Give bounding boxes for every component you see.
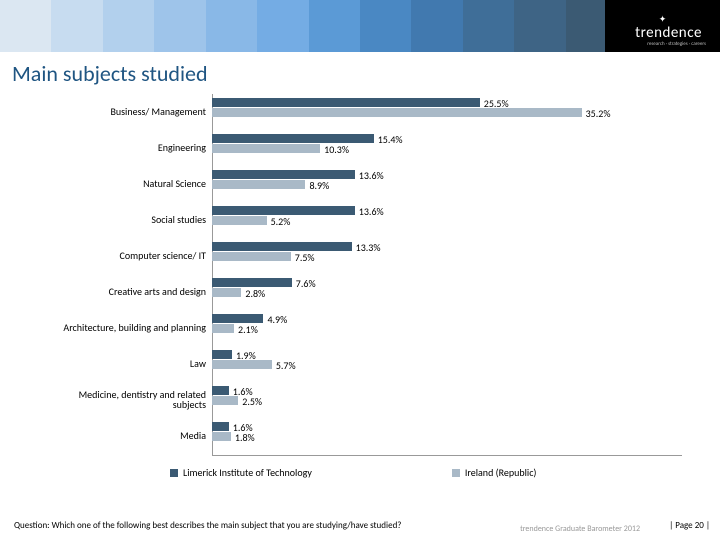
palette-swatch — [411, 0, 462, 52]
bar — [212, 396, 238, 405]
bar — [212, 324, 234, 333]
legend-item-1: Limerick Institute of Technology — [170, 466, 312, 479]
chart-row: Engineering15.4%10.3% — [62, 130, 682, 166]
value-label: 8.9% — [309, 179, 329, 192]
category-label: Natural Science — [58, 179, 206, 190]
bar — [212, 144, 320, 153]
value-label: 2.5% — [242, 395, 262, 408]
value-label: 13.3% — [356, 241, 381, 254]
page-title: Main subjects studied — [0, 52, 720, 87]
category-label: Engineering — [58, 143, 206, 154]
legend-swatch-2 — [452, 469, 460, 477]
bars-container: 13.3% 7.5% — [212, 238, 682, 274]
logo-text: trendence — [635, 24, 702, 42]
category-label: Architecture, building and planning — [58, 323, 206, 334]
bar — [212, 350, 232, 359]
bar — [212, 252, 291, 261]
bar — [212, 386, 229, 395]
value-label: 35.2% — [586, 107, 611, 120]
category-label: Social studies — [58, 215, 206, 226]
palette-swatch — [360, 0, 411, 52]
star-icon: ✦ — [659, 14, 667, 25]
legend-item-2: Ireland (Republic) — [452, 466, 537, 479]
bar — [212, 288, 241, 297]
bar — [212, 180, 305, 189]
bars-container: 7.6% 2.8% — [212, 274, 682, 310]
palette-swatch — [463, 0, 514, 52]
bars-container: 4.9% 2.1% — [212, 310, 682, 346]
footer-page: | Page 20 | — [669, 520, 710, 531]
chart-row: Computer science/ IT13.3%7.5% — [62, 238, 682, 274]
palette-swatch — [51, 0, 102, 52]
value-label: 15.4% — [378, 133, 403, 146]
bar — [212, 170, 355, 179]
footer-logo: trendence Graduate Barometer 2012 — [520, 524, 640, 534]
category-label: Creative arts and design — [58, 287, 206, 298]
value-label: 1.8% — [235, 431, 255, 444]
bars-container: 1.6%2.5% — [212, 382, 682, 418]
legend: Limerick Institute of Technology Ireland… — [170, 466, 536, 479]
bar — [212, 206, 355, 215]
value-label: 2.1% — [238, 323, 258, 336]
bars-container: 13.6% 8.9% — [212, 166, 682, 202]
bar — [212, 134, 374, 143]
value-label: 7.6% — [296, 277, 316, 290]
value-label: 5.7% — [276, 359, 296, 372]
value-label: 5.2% — [271, 215, 291, 228]
value-label: 2.8% — [245, 287, 265, 300]
palette-swatch — [514, 0, 565, 52]
value-label: 7.5% — [295, 251, 315, 264]
value-label: 10.3% — [324, 143, 349, 156]
chart-row: Creative arts and design7.6%2.8% — [62, 274, 682, 310]
chart-row: Medicine, dentistry and related subjects… — [62, 382, 682, 418]
chart-row: Business/ Management25.5%35.2% — [62, 94, 682, 130]
palette-swatch — [0, 0, 51, 52]
chart-row: Natural Science13.6%8.9% — [62, 166, 682, 202]
category-label: Computer science/ IT — [58, 251, 206, 262]
palette-swatch — [103, 0, 154, 52]
palette-swatch — [257, 0, 308, 52]
value-label: 4.9% — [267, 313, 287, 326]
logo-subtext: research · strategies · careers — [647, 41, 706, 47]
bar — [212, 432, 231, 441]
bar — [212, 278, 292, 287]
bar — [212, 314, 263, 323]
bars-container: 25.5%35.2% — [212, 94, 682, 130]
category-label: Business/ Management — [58, 107, 206, 118]
bar — [212, 360, 272, 369]
legend-label-1: Limerick Institute of Technology — [183, 466, 312, 479]
legend-swatch-1 — [170, 469, 178, 477]
bars-container: 13.6% 5.2% — [212, 202, 682, 238]
palette-swatch — [206, 0, 257, 52]
bar — [212, 216, 267, 225]
bars-container: 1.6%1.8% — [212, 418, 682, 454]
palette-swatch — [154, 0, 205, 52]
legend-label-2: Ireland (Republic) — [465, 466, 537, 479]
bar — [212, 108, 582, 117]
value-label: 13.6% — [359, 205, 384, 218]
bars-container: 1.9%5.7% — [212, 346, 682, 382]
bar — [212, 422, 229, 431]
palette-swatch — [309, 0, 360, 52]
category-label: Medicine, dentistry and related subjects — [58, 390, 206, 411]
chart-row: Architecture, building and planning4.9%2… — [62, 310, 682, 346]
x-axis — [212, 455, 682, 456]
chart-row: Law1.9%5.7% — [62, 346, 682, 382]
bar — [212, 98, 480, 107]
chart-row: Social studies13.6%5.2% — [62, 202, 682, 238]
bar — [212, 242, 352, 251]
chart-area: Business/ Management25.5%35.2%Engineerin… — [62, 94, 682, 488]
value-label: 13.6% — [359, 169, 384, 182]
bars-container: 15.4% 10.3% — [212, 130, 682, 166]
chart-row: Media1.6%1.8% — [62, 418, 682, 454]
category-label: Law — [58, 359, 206, 370]
footer-question: Question: Which one of the following bes… — [14, 520, 401, 531]
category-label: Media — [58, 431, 206, 442]
